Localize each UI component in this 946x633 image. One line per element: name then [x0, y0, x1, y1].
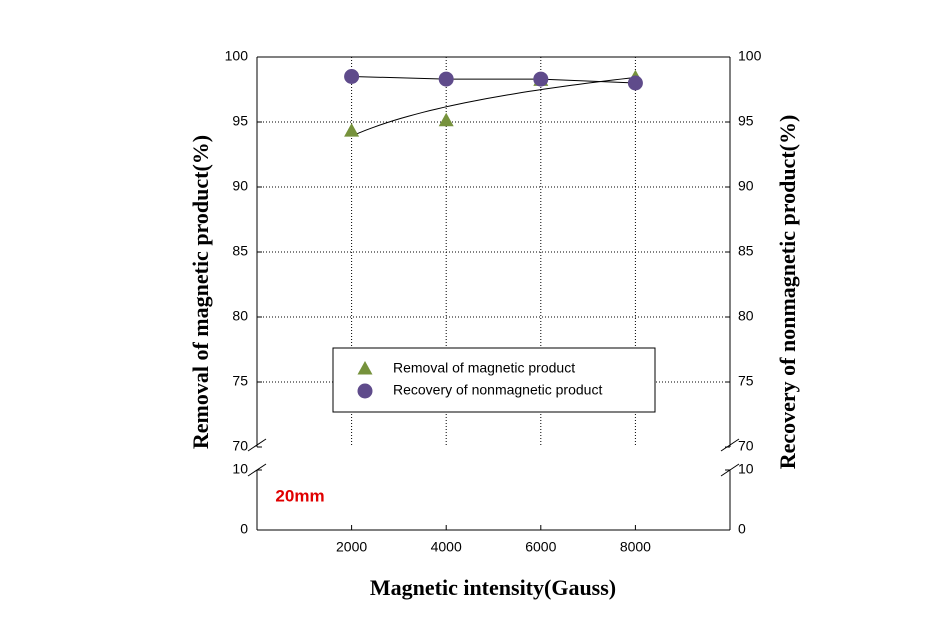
x-axis-label: Magnetic intensity(Gauss) [370, 575, 616, 600]
y2-axis-label: Recovery of nonmagnetic product(%) [775, 115, 800, 470]
y-axis-label: Removal of magnetic product(%) [188, 135, 213, 449]
y-tick-label: 100 [225, 48, 249, 64]
data-point [438, 112, 454, 127]
data-point [533, 71, 549, 87]
y2-tick-label: 75 [738, 373, 754, 389]
y-tick-label: 70 [232, 438, 248, 454]
data-point [438, 71, 454, 87]
y-tick-label: 90 [232, 178, 248, 194]
x-tick-label: 4000 [431, 539, 462, 555]
x-tick-label: 6000 [525, 539, 556, 555]
y2-tick-label: 0 [738, 521, 746, 537]
data-point [627, 75, 643, 91]
y2-tick-label: 10 [738, 461, 754, 477]
x-tick-label: 2000 [336, 539, 367, 555]
legend-marker [357, 361, 373, 375]
data-point [344, 123, 360, 137]
y-tick-label: 0 [240, 521, 248, 537]
annotation: 20mm [275, 486, 324, 505]
axis-break [247, 438, 267, 452]
data-point [344, 69, 360, 84]
y2-tick-label: 95 [738, 113, 754, 129]
legend-label: Recovery of nonmagnetic product [393, 382, 602, 398]
trend-line [351, 76, 636, 84]
legend-box [332, 347, 656, 413]
y2-tick-label: 85 [738, 243, 754, 259]
y2-tick-label: 70 [738, 438, 754, 454]
y-tick-label: 95 [232, 113, 248, 129]
legend-label: Removal of magnetic product [393, 360, 575, 376]
trend-line [351, 76, 636, 137]
y-tick-label: 80 [232, 308, 248, 324]
y2-tick-label: 100 [738, 48, 762, 64]
axis-break [720, 438, 740, 452]
y-tick-label: 10 [232, 461, 248, 477]
y-tick-label: 85 [232, 243, 248, 259]
legend-marker [357, 383, 373, 399]
y2-tick-label: 90 [738, 178, 754, 194]
x-tick-label: 8000 [620, 539, 651, 555]
y2-tick-label: 80 [738, 308, 754, 324]
y-tick-label: 75 [232, 373, 248, 389]
